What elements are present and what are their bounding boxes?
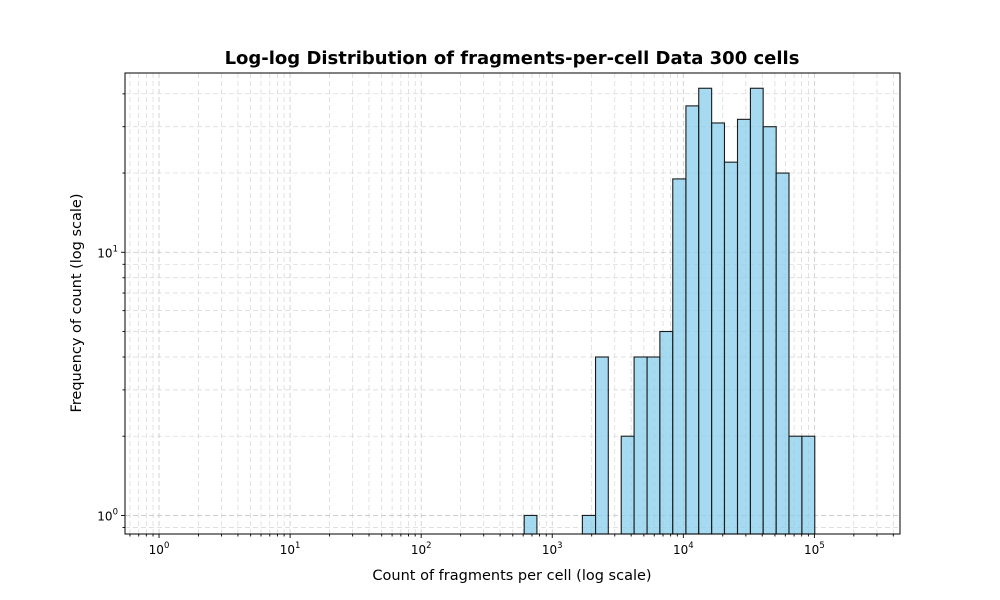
y-axis-ticks: 100 101 [97, 93, 125, 528]
histogram-bar [685, 105, 700, 535]
y-tick-label: 101 [97, 244, 118, 260]
histogram-bar [775, 172, 790, 535]
x-tick-label: 101 [280, 541, 301, 557]
y-axis-label: Frequency of count (log scale) [69, 193, 85, 412]
histogram-bar [749, 87, 764, 535]
y-tick-label: 100 [97, 507, 118, 523]
histogram-bar [646, 356, 661, 535]
x-tick-label: 103 [542, 541, 563, 557]
histogram-bar [581, 514, 597, 535]
histogram-bar [523, 514, 538, 535]
histogram-bar [633, 356, 648, 535]
histogram-bar [659, 330, 674, 535]
histogram-bar [788, 435, 803, 535]
histogram-bar [801, 435, 816, 535]
x-tick-label: 104 [673, 541, 694, 557]
histogram-bar [711, 122, 726, 535]
x-axis-label: Count of fragments per cell (log scale) [372, 568, 651, 584]
chart-title: Log-log Distribution of fragments-per-ce… [225, 48, 800, 69]
histogram-bar [698, 87, 713, 535]
x-tick-label: 102 [411, 541, 432, 557]
x-axis-ticks: 100 101 102 103 104 105 [129, 534, 894, 557]
x-tick-label: 100 [149, 541, 170, 557]
histogram-bar [672, 178, 687, 535]
histogram-bar [762, 126, 777, 535]
histogram-bars [523, 87, 816, 535]
x-tick-label: 105 [804, 541, 825, 557]
histogram-bar [723, 161, 739, 535]
histogram-bar [594, 356, 609, 535]
histogram-bar [620, 435, 635, 535]
histogram-bar [736, 118, 751, 535]
